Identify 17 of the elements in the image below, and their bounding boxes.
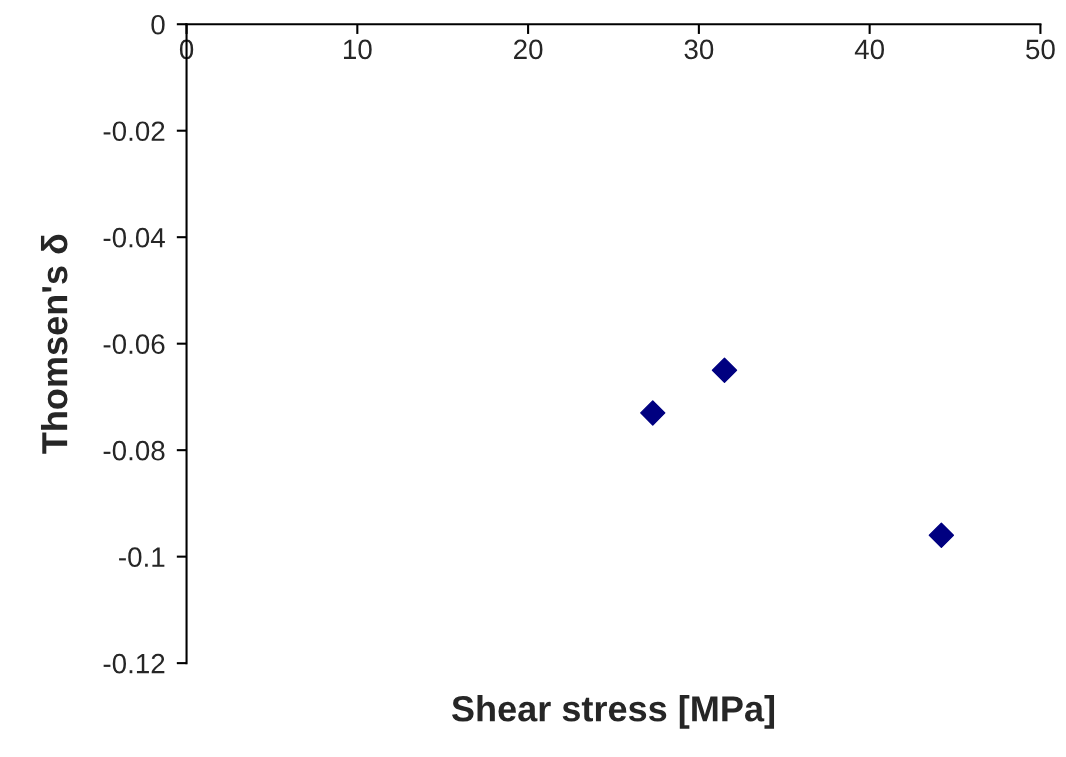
x-tick-label: 10 [343, 39, 372, 60]
y-tick-label: 0 [151, 14, 165, 35]
x-tick-label: 20 [514, 39, 543, 60]
y-tick-label: -0.12 [103, 653, 165, 674]
x-tick-label: 50 [1026, 39, 1055, 60]
point [711, 357, 738, 384]
x-tick-label: 40 [854, 39, 885, 60]
y-axis-title: Thomsen's δ [40, 234, 68, 454]
x-tick-label: 30 [684, 39, 714, 60]
x-axis-title: Shear stress [MPa] [451, 695, 775, 729]
y-tick-label: -0.04 [103, 227, 165, 248]
y-tick-label: -0.06 [103, 334, 165, 355]
point [640, 400, 666, 426]
y-tick-label: -0.1 [119, 547, 165, 567]
y-tick-label: -0.08 [103, 440, 165, 461]
point [928, 522, 955, 549]
y-tick-label: -0.02 [103, 121, 165, 142]
